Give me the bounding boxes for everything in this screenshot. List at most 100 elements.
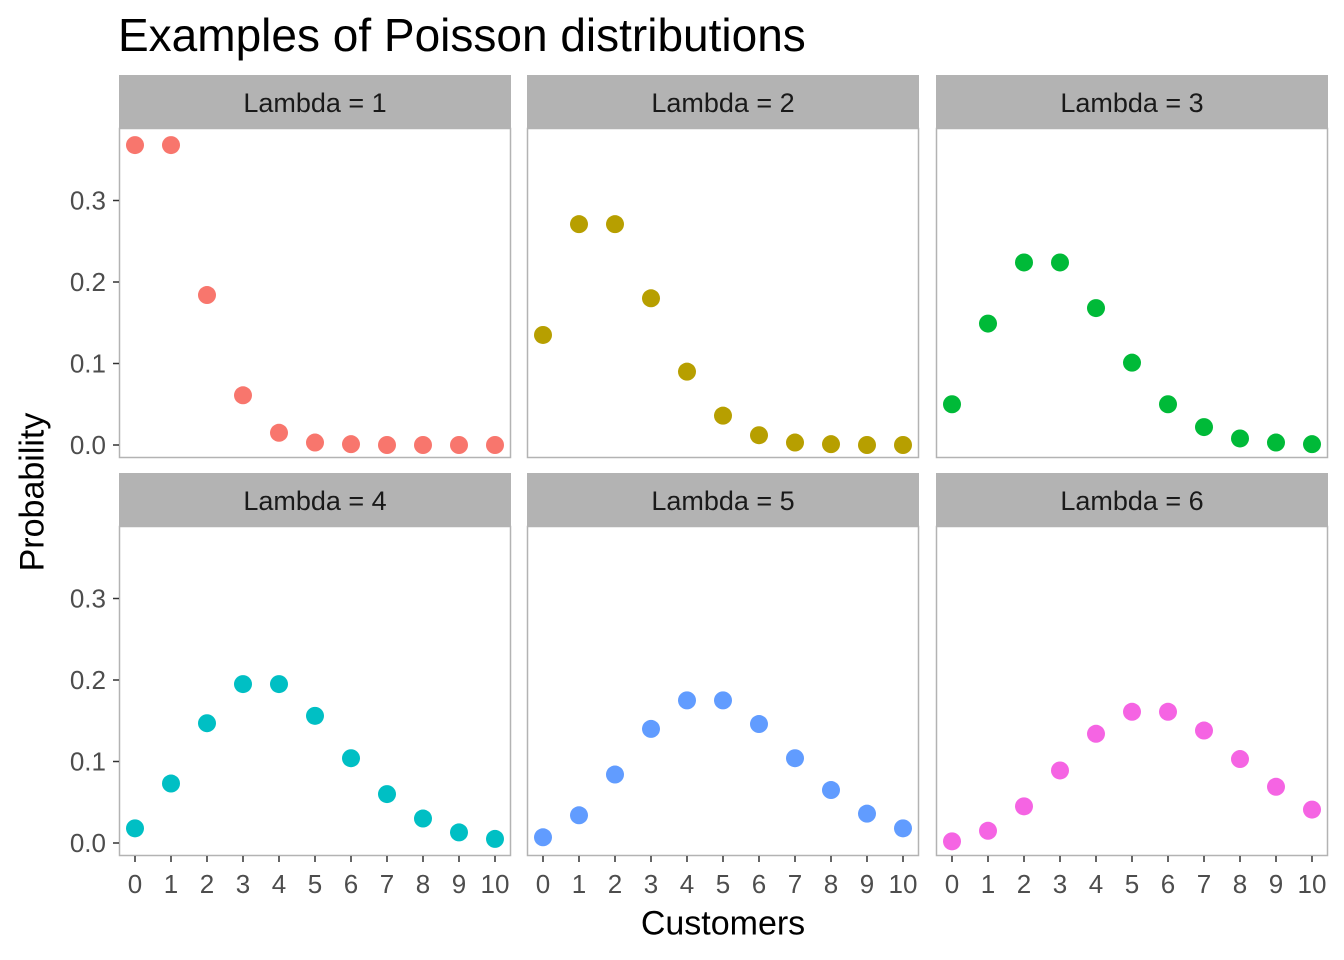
panel-border bbox=[526, 525, 920, 857]
x-tick-label: 6 bbox=[752, 869, 766, 899]
data-point bbox=[1087, 299, 1105, 318]
data-point bbox=[534, 325, 552, 344]
x-tick-label: 6 bbox=[1161, 869, 1175, 899]
data-point bbox=[270, 423, 288, 442]
data-point bbox=[786, 433, 804, 452]
data-point bbox=[858, 436, 876, 454]
facet-strip bbox=[936, 473, 1328, 526]
data-point bbox=[943, 832, 961, 851]
data-point bbox=[1195, 721, 1213, 740]
data-point bbox=[1123, 702, 1141, 721]
data-point bbox=[1015, 253, 1033, 272]
y-tick-label: 0.3 bbox=[70, 584, 106, 614]
data-point bbox=[126, 136, 144, 155]
data-point bbox=[822, 781, 840, 800]
data-point bbox=[1087, 724, 1105, 743]
x-tick-label: 2 bbox=[608, 869, 622, 899]
facet-strip-label: Lambda = 6 bbox=[1060, 486, 1203, 516]
facet-strip-label: Lambda = 4 bbox=[243, 486, 386, 516]
y-tick-label: 0.3 bbox=[70, 186, 106, 216]
x-tick-label: 6 bbox=[344, 869, 358, 899]
data-point bbox=[1159, 395, 1177, 414]
x-tick-label: 2 bbox=[200, 869, 214, 899]
data-point bbox=[786, 749, 804, 768]
data-point bbox=[678, 362, 696, 381]
chart-title: Examples of Poisson distributions bbox=[118, 9, 806, 61]
x-tick-label: 9 bbox=[452, 869, 466, 899]
x-tick-label: 4 bbox=[272, 869, 286, 899]
x-axis-title: Customers bbox=[640, 904, 806, 943]
data-point bbox=[1015, 797, 1033, 816]
data-point bbox=[234, 675, 252, 694]
facet-strip-label: Lambda = 2 bbox=[651, 88, 794, 118]
data-point bbox=[414, 436, 432, 454]
data-point bbox=[1303, 800, 1321, 819]
y-tick-label: 0.1 bbox=[70, 349, 106, 379]
x-tick-label: 3 bbox=[236, 869, 250, 899]
data-point bbox=[126, 819, 144, 838]
data-point bbox=[342, 749, 360, 768]
data-point bbox=[1051, 761, 1069, 780]
data-point bbox=[378, 436, 396, 454]
data-point bbox=[534, 828, 552, 847]
data-point bbox=[234, 386, 252, 405]
x-tick-label: 4 bbox=[680, 869, 694, 899]
x-tick-label: 7 bbox=[380, 869, 394, 899]
x-tick-label: 2 bbox=[1017, 869, 1031, 899]
data-point bbox=[894, 436, 912, 454]
data-point bbox=[450, 823, 468, 842]
data-point bbox=[606, 215, 624, 234]
data-point bbox=[714, 691, 732, 710]
x-tick-label: 0 bbox=[128, 869, 142, 899]
data-point bbox=[1303, 435, 1321, 454]
facet-strip-label: Lambda = 5 bbox=[651, 486, 794, 516]
data-point bbox=[198, 286, 216, 305]
data-point bbox=[198, 714, 216, 733]
x-tick-label: 7 bbox=[788, 869, 802, 899]
x-tick-label: 1 bbox=[572, 869, 586, 899]
x-tick-label: 5 bbox=[716, 869, 730, 899]
x-tick-label: 8 bbox=[1233, 869, 1247, 899]
panel-border bbox=[526, 127, 920, 459]
data-point bbox=[714, 406, 732, 425]
data-point bbox=[979, 314, 997, 333]
x-tick-label: 8 bbox=[824, 869, 838, 899]
x-tick-label: 8 bbox=[416, 869, 430, 899]
data-point bbox=[486, 436, 504, 454]
data-point bbox=[858, 804, 876, 823]
x-tick-label: 9 bbox=[860, 869, 874, 899]
x-tick-label: 1 bbox=[981, 869, 995, 899]
data-point bbox=[570, 806, 588, 825]
x-tick-label: 10 bbox=[1298, 869, 1327, 899]
x-tick-label: 3 bbox=[644, 869, 658, 899]
x-tick-label: 0 bbox=[945, 869, 959, 899]
x-tick-label: 3 bbox=[1053, 869, 1067, 899]
x-tick-label: 10 bbox=[889, 869, 918, 899]
panel-border bbox=[935, 127, 1329, 459]
facet-strip bbox=[119, 75, 511, 128]
data-point bbox=[1267, 433, 1285, 452]
data-point bbox=[750, 715, 768, 734]
data-point bbox=[642, 719, 660, 738]
data-point bbox=[486, 829, 504, 848]
data-point bbox=[822, 435, 840, 454]
x-tick-label: 4 bbox=[1089, 869, 1103, 899]
data-point bbox=[894, 819, 912, 838]
x-tick-label: 5 bbox=[308, 869, 322, 899]
y-tick-label: 0.1 bbox=[70, 747, 106, 777]
x-tick-label: 7 bbox=[1197, 869, 1211, 899]
data-point bbox=[1123, 353, 1141, 372]
y-tick-label: 0.2 bbox=[70, 665, 106, 695]
data-point bbox=[678, 691, 696, 710]
facet-strip bbox=[936, 75, 1328, 128]
data-point bbox=[162, 136, 180, 155]
data-point bbox=[1159, 702, 1177, 721]
data-point bbox=[450, 436, 468, 454]
facet-strip-label: Lambda = 1 bbox=[243, 88, 386, 118]
data-point bbox=[1195, 418, 1213, 437]
facet-strip bbox=[527, 473, 919, 526]
y-tick-label: 0.2 bbox=[70, 267, 106, 297]
data-point bbox=[306, 433, 324, 452]
panel-border bbox=[118, 525, 512, 857]
